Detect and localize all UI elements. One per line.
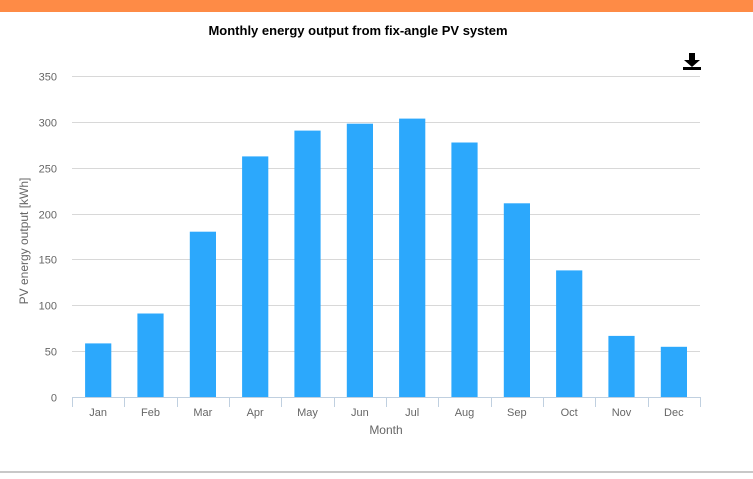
x-tick-label: Nov [612,407,632,419]
bottom-divider [0,471,753,473]
bar-oct [556,270,583,397]
download-icon [683,53,701,70]
x-tick-label: May [297,407,318,419]
x-tick-label: Oct [561,407,578,419]
y-tick-label: 150 [39,255,57,267]
x-tick-label: Mar [193,407,212,419]
bar-jan [85,343,112,397]
bar-sep [503,203,530,397]
y-axis-ticks: 0 50 100 150 200 250 300 350 [39,72,57,405]
x-tick-label: Sep [507,407,527,419]
y-tick-label: 350 [39,72,57,84]
y-tick-label: 50 [45,347,57,359]
x-axis: Jan Feb Mar Apr May Jun Jul Aug Sep Oct Nov Dec [72,397,701,419]
bar-aug [451,142,478,397]
y-tick-label: 0 [51,393,57,405]
gridlines [72,76,700,352]
chart-title: Monthly energy output from fix-angle PV … [208,23,507,38]
y-axis-label: PV energy output [kWh] [17,178,31,305]
bar-jul [399,118,426,397]
x-tick-label: Jun [351,407,369,419]
bar-mar [189,231,216,397]
bar-nov [608,335,635,397]
y-tick-label: 200 [39,210,57,222]
x-axis-label: Month [369,423,402,437]
x-tick-label: Jul [405,407,419,419]
y-tick-label: 250 [39,164,57,176]
bars [85,118,687,397]
header-accent-bar [0,0,753,12]
bar-dec [660,346,687,397]
x-tick-label: Dec [664,407,684,419]
y-tick-label: 300 [39,118,57,130]
y-tick-label: 100 [39,301,57,313]
bar-may [294,130,321,397]
bar-jun [346,123,373,397]
x-tick-label: Jan [89,407,107,419]
bar-feb [137,313,164,397]
download-button[interactable] [680,50,704,74]
x-tick-label: Feb [141,407,160,419]
bar-apr [242,156,269,397]
x-tick-label: Aug [455,407,475,419]
x-tick-label: Apr [247,407,264,419]
